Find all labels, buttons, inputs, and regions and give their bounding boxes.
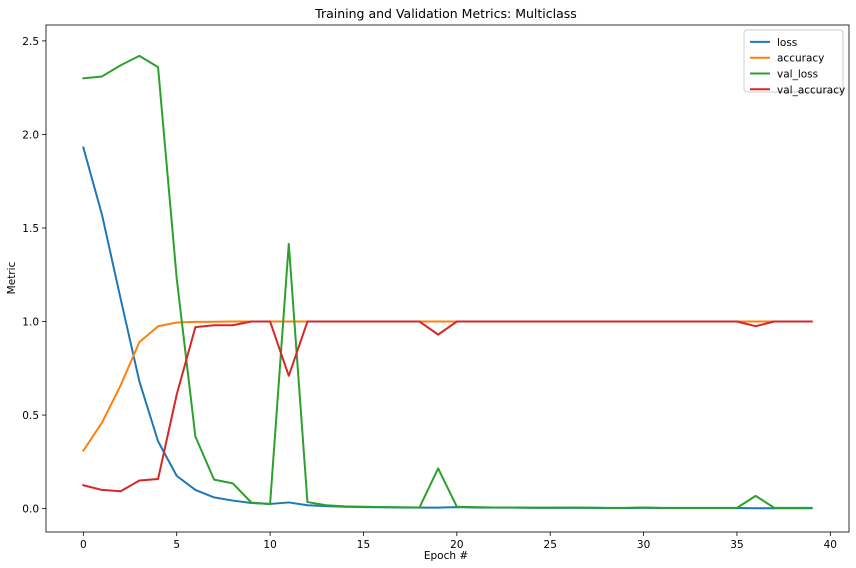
x-tick-label: 20 — [450, 539, 463, 551]
legend-label-val-loss: val_loss — [777, 69, 818, 81]
y-tick-label: 1.5 — [22, 223, 39, 235]
legend-label-val-accuracy: val_accuracy — [777, 84, 845, 96]
legend: loss accuracy val_loss val_accuracy — [743, 29, 845, 96]
x-tick-label: 35 — [730, 539, 743, 551]
y-axis: 0.0 0.5 1.0 1.5 2.0 2.5 — [22, 36, 46, 516]
series-line-val-loss — [82, 54, 813, 509]
y-tick-label: 0.0 — [22, 504, 39, 516]
x-tick-label: 40 — [824, 539, 837, 551]
legend-box — [743, 29, 844, 93]
x-tick-label: 25 — [544, 539, 557, 551]
y-tick-label: 2.0 — [22, 129, 39, 141]
plot-area — [45, 24, 850, 533]
x-tick-label: 5 — [173, 539, 180, 551]
plot-frame — [45, 24, 850, 533]
x-axis-label: Epoch # — [424, 550, 468, 562]
x-tick-label: 10 — [263, 539, 276, 551]
x-tick-label: 0 — [80, 539, 87, 551]
x-axis: 0 5 10 15 20 25 30 35 40 — [80, 532, 837, 551]
chart-title: Training and Validation Metrics: Multicl… — [314, 6, 577, 21]
series-line-val-accuracy — [82, 320, 813, 493]
x-tick-label: 30 — [637, 539, 650, 551]
x-tick-label: 15 — [357, 539, 370, 551]
y-tick-label: 1.0 — [22, 317, 39, 329]
y-tick-label: 0.5 — [22, 410, 39, 422]
legend-label-accuracy: accuracy — [777, 53, 824, 65]
y-tick-label: 2.5 — [22, 36, 39, 48]
legend-label-loss: loss — [777, 37, 797, 49]
y-axis-label: Metric — [6, 261, 18, 294]
